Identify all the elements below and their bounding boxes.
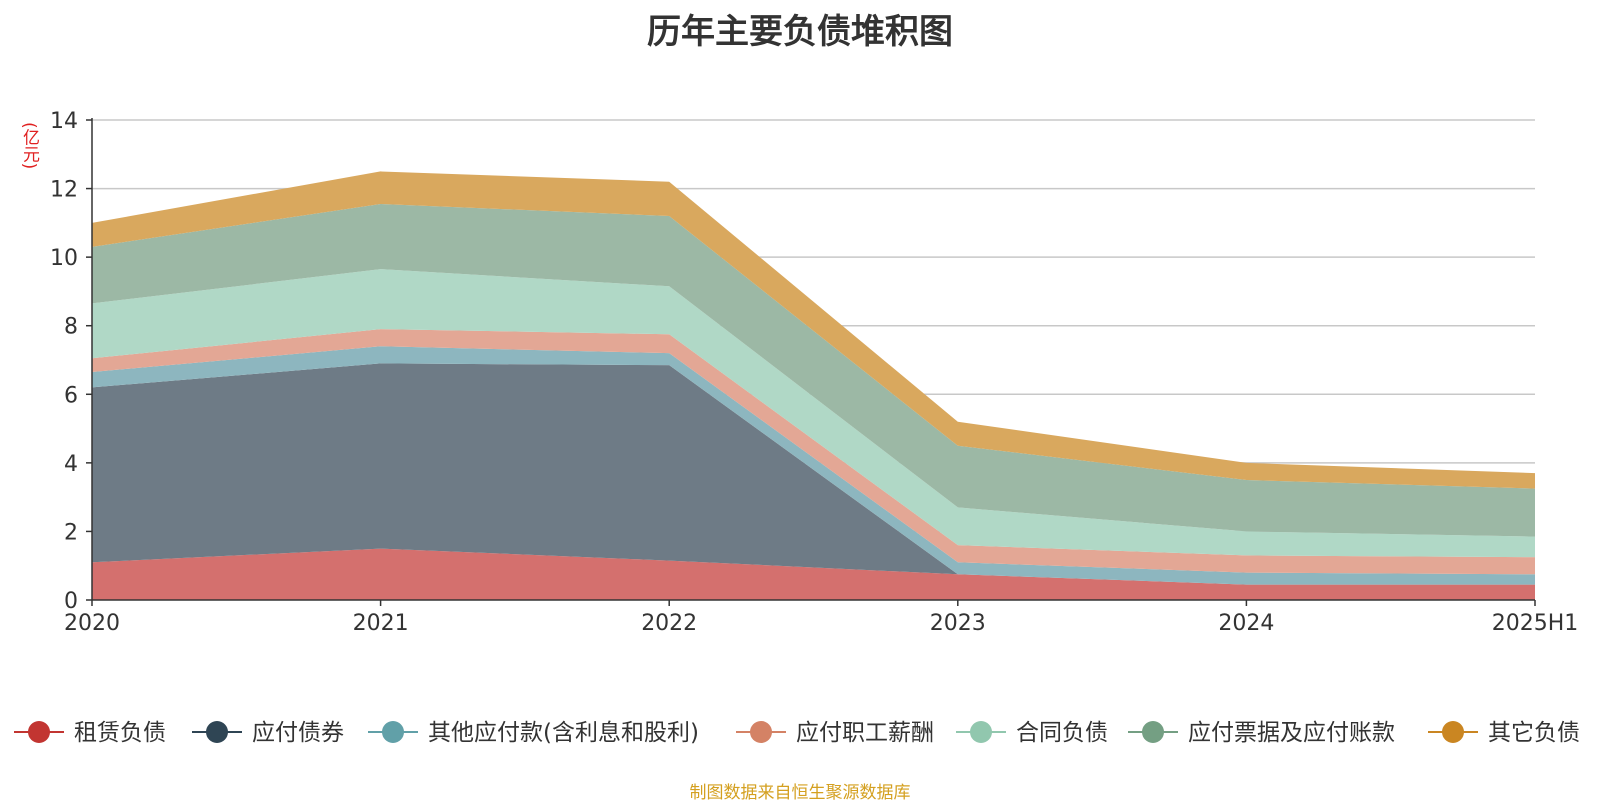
area-series-2[interactable] bbox=[92, 346, 1535, 585]
legend-label: 其它负债 bbox=[1488, 720, 1580, 746]
y-tick-label: 10 bbox=[50, 246, 78, 271]
legend-label: 应付债券 bbox=[252, 720, 344, 746]
legend[interactable]: 租赁负债 应付债券 其他应付款(含利息和股利) 应付职工薪酬 合同负债 应付票据及应付账款… bbox=[14, 720, 1580, 746]
x-tick-label: 2024 bbox=[1218, 611, 1274, 636]
chart-title: 历年主要负债堆积图 bbox=[647, 12, 953, 52]
legend-label: 其他应付款(含利息和股利) bbox=[428, 720, 699, 746]
y-tick-label: 4 bbox=[64, 452, 78, 477]
legend-item-1[interactable]: 应付债券 bbox=[192, 720, 344, 746]
x-tick-label: 2020 bbox=[64, 611, 120, 636]
legend-item-3[interactable]: 应付职工薪酬 bbox=[736, 720, 934, 746]
legend-item-6[interactable]: 其它负债 bbox=[1428, 720, 1580, 746]
area-series-1[interactable] bbox=[92, 363, 1535, 585]
x-tick-label: 2021 bbox=[353, 611, 409, 636]
y-tick-label: 0 bbox=[64, 589, 78, 614]
area-series-6[interactable] bbox=[92, 171, 1535, 489]
y-tick-label: 14 bbox=[50, 109, 78, 134]
legend-item-4[interactable]: 合同负债 bbox=[956, 720, 1108, 746]
x-tick-label: 2023 bbox=[930, 611, 986, 636]
legend-label: 合同负债 bbox=[1016, 720, 1108, 746]
y-tick-label: 12 bbox=[50, 178, 78, 203]
area-series-5[interactable] bbox=[92, 204, 1535, 537]
legend-marker bbox=[1142, 721, 1164, 743]
x-tick-label: 2022 bbox=[641, 611, 697, 636]
y-tick-label: 6 bbox=[64, 383, 78, 408]
x-tick-label: 2025H1 bbox=[1492, 611, 1579, 636]
area-series-0[interactable] bbox=[92, 548, 1535, 600]
area-series-4[interactable] bbox=[92, 269, 1535, 558]
legend-marker bbox=[28, 721, 50, 743]
area-series-layer bbox=[92, 171, 1535, 600]
legend-item-5[interactable]: 应付票据及应付账款 bbox=[1128, 720, 1395, 746]
axes: 0 2 4 6 8 10 12 14 2020 2021 2022 2023 2024 2025H1 bbox=[50, 109, 1578, 636]
legend-marker bbox=[1442, 721, 1464, 743]
y-axis-unit-label: (亿元) bbox=[19, 122, 39, 170]
y-tick-label: 2 bbox=[64, 520, 78, 545]
legend-marker bbox=[750, 721, 772, 743]
source-note: 制图数据来自恒生聚源数据库 bbox=[689, 783, 911, 803]
legend-label: 租赁负债 bbox=[74, 720, 166, 746]
y-tick-label: 8 bbox=[64, 315, 78, 340]
legend-item-0[interactable]: 租赁负债 bbox=[14, 720, 166, 746]
legend-label: 应付票据及应付账款 bbox=[1188, 720, 1395, 746]
area-series-3[interactable] bbox=[92, 329, 1535, 575]
legend-marker bbox=[970, 721, 992, 743]
legend-marker bbox=[382, 721, 404, 743]
legend-label: 应付职工薪酬 bbox=[796, 720, 934, 746]
legend-item-2[interactable]: 其他应付款(含利息和股利) bbox=[368, 720, 699, 746]
legend-marker bbox=[206, 721, 228, 743]
